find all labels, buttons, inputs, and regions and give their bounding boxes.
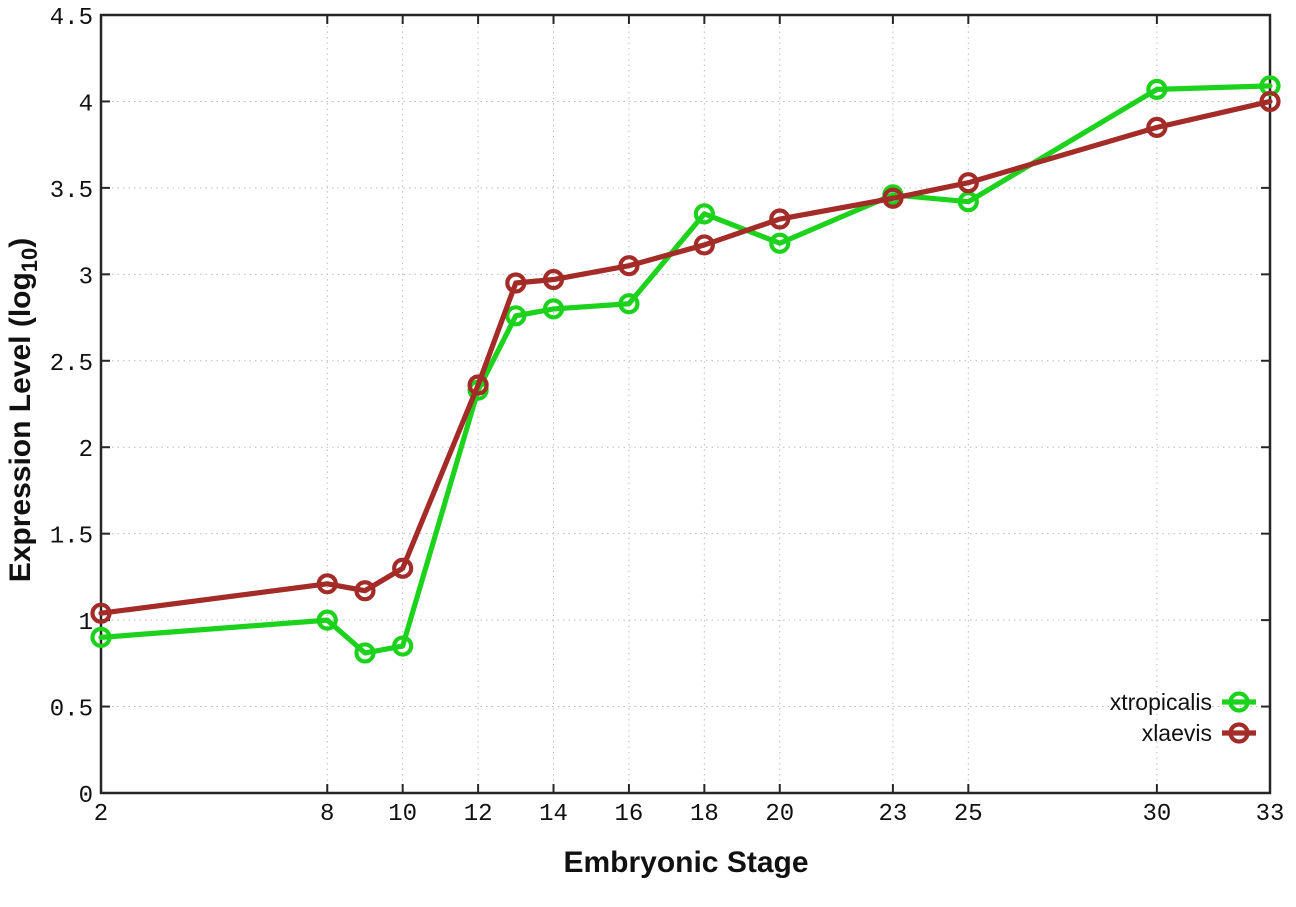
series-marker-xlaevis <box>882 187 904 209</box>
series-marker-xtropicalis <box>354 642 376 664</box>
series-marker-xtropicalis <box>542 298 565 320</box>
legend-label-xtropicalis: xtropicalis <box>1110 689 1212 715</box>
x-tick-label: 10 <box>388 801 417 828</box>
series-marker-xlaevis <box>392 557 414 579</box>
series-marker-xlaevis <box>957 172 979 194</box>
series-marker-xtropicalis <box>90 626 112 649</box>
legend-label-xlaevis: xlaevis <box>1142 720 1212 746</box>
series-marker-xlaevis <box>1146 116 1168 138</box>
series-marker-xlaevis <box>505 272 527 294</box>
x-tick-label: 25 <box>954 801 983 828</box>
series-marker-xtropicalis <box>392 635 414 657</box>
plot-area: 2 8 10 12 14 16 18 20 23 25 30 33 0 0.5 1 1.5 2 2.5 3 3.5 4 4… <box>50 5 1285 828</box>
x-tick-label: 33 <box>1256 801 1285 828</box>
series-marker-xlaevis <box>769 208 791 230</box>
y-tick-label: 1.5 <box>50 524 93 551</box>
series-marker-xtropicalis <box>693 203 715 225</box>
series-marker-xlaevis <box>618 255 640 277</box>
series-marker-xlaevis <box>354 580 376 602</box>
y-tick-label: 1 <box>79 610 93 637</box>
series-line-xtropicalis <box>98 83 1273 656</box>
y-tick-label: 0.5 <box>50 697 93 724</box>
x-tick-label: 12 <box>464 801 493 828</box>
y-tick-label: 3 <box>79 264 93 291</box>
legend-sample-marker-xtropicalis <box>1228 691 1250 713</box>
series-marker-xlaevis <box>316 573 338 595</box>
series-marker-xlaevis <box>90 602 112 624</box>
y-tick-label: 0 <box>79 783 93 810</box>
series-marker-xlaevis <box>1259 90 1281 113</box>
x-tick-label: 8 <box>320 801 334 828</box>
x-tick-label: 2 <box>94 801 108 828</box>
series-marker-xtropicalis <box>618 293 640 315</box>
series-marker-xlaevis <box>542 268 565 291</box>
y-axis-label: Expression Level (log10) <box>4 238 42 583</box>
plot-border <box>99 13 1272 795</box>
x-tick-label: 30 <box>1142 801 1171 828</box>
y-tick-label: 4 <box>79 91 93 118</box>
x-tick-label: 16 <box>615 801 644 828</box>
x-tick-label: 20 <box>765 801 794 828</box>
x-tick-label: 14 <box>539 801 568 828</box>
legend-sample-marker-xlaevis <box>1228 722 1250 744</box>
x-tick-label: 18 <box>690 801 719 828</box>
y-tick-label: 2.5 <box>50 351 93 378</box>
series-marker-xtropicalis <box>1146 78 1168 100</box>
series-marker-xlaevis <box>467 374 489 396</box>
y-tick-label: 3.5 <box>50 178 93 205</box>
series-marker-xlaevis <box>693 234 715 256</box>
y-tick-label: 2 <box>79 437 93 464</box>
series-marker-xtropicalis <box>769 232 791 254</box>
y-tick-label: 4.5 <box>50 5 93 32</box>
series-line-xlaevis <box>98 98 1273 616</box>
x-tick-label: 23 <box>878 801 907 828</box>
series-marker-xtropicalis <box>316 609 338 631</box>
series-marker-xtropicalis <box>505 305 527 327</box>
x-axis-label: Embryonic Stage <box>563 846 808 879</box>
